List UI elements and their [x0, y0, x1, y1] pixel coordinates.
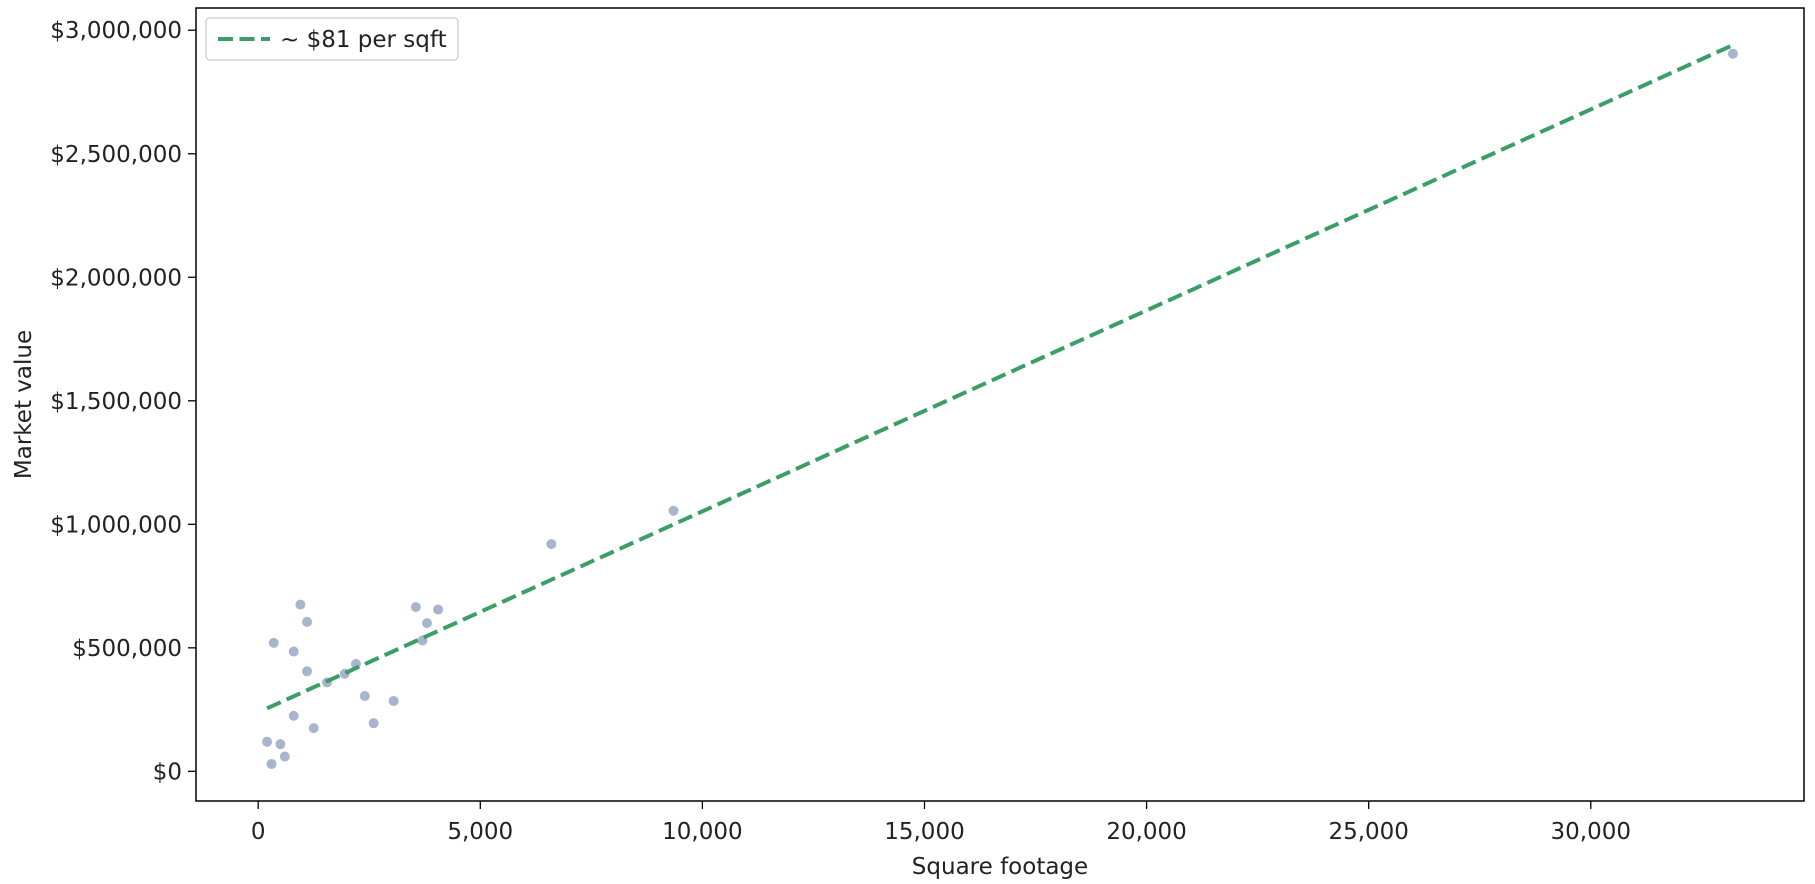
y-tick-label: $2,000,000: [50, 265, 182, 291]
y-tick-label: $3,000,000: [50, 18, 182, 44]
scatter-point: [287, 709, 300, 722]
scatter-point: [294, 598, 307, 611]
plot-frame: [195, 7, 1805, 802]
y-tick-label: $2,500,000: [50, 142, 182, 168]
scatter-point: [358, 690, 371, 703]
scatter-point: [409, 601, 422, 614]
y-tick-label: $500,000: [72, 636, 182, 662]
y-tick-label: $1,500,000: [50, 389, 182, 415]
trend-line: [266, 43, 1734, 711]
scatter-point: [367, 717, 380, 730]
axes: 0 5,000 10,000 15,000 20,000 25,000 30,000 $0 $5…: [11, 7, 1805, 880]
scatter-point: [274, 738, 287, 751]
scatter-point: [387, 694, 400, 707]
scatter-point: [420, 617, 433, 630]
scatter-point: [278, 750, 291, 763]
y-tick-label: $1,000,000: [50, 512, 182, 538]
scatter-point: [287, 645, 300, 658]
scatter-point: [432, 603, 445, 616]
scatter-point: [307, 722, 320, 735]
legend-box: [205, 17, 459, 61]
y-axis-title: Market value: [11, 330, 37, 479]
legend: ~ $81 per sqft: [205, 17, 459, 61]
plot-area: [261, 43, 1739, 770]
x-tick-label: 0: [251, 819, 266, 845]
scatter-point: [301, 615, 314, 628]
scatter-point: [265, 757, 278, 770]
x-tick-label: 30,000: [1551, 819, 1631, 845]
x-tick-label: 15,000: [884, 819, 964, 845]
scatter-point: [261, 735, 274, 748]
x-tick-label: 5,000: [447, 819, 513, 845]
scatter-point: [1726, 47, 1739, 60]
x-tick-label: 20,000: [1106, 819, 1186, 845]
x-tick-label: 25,000: [1328, 819, 1408, 845]
scatter-point: [301, 665, 314, 678]
x-tick-label: 10,000: [662, 819, 742, 845]
scatter-point: [667, 504, 680, 517]
legend-label: ~ $81 per sqft: [280, 27, 447, 53]
x-axis-title: Square footage: [912, 854, 1088, 880]
y-tick-label: $0: [153, 759, 182, 785]
scatter-point: [545, 538, 558, 551]
scatter-point: [267, 636, 280, 649]
